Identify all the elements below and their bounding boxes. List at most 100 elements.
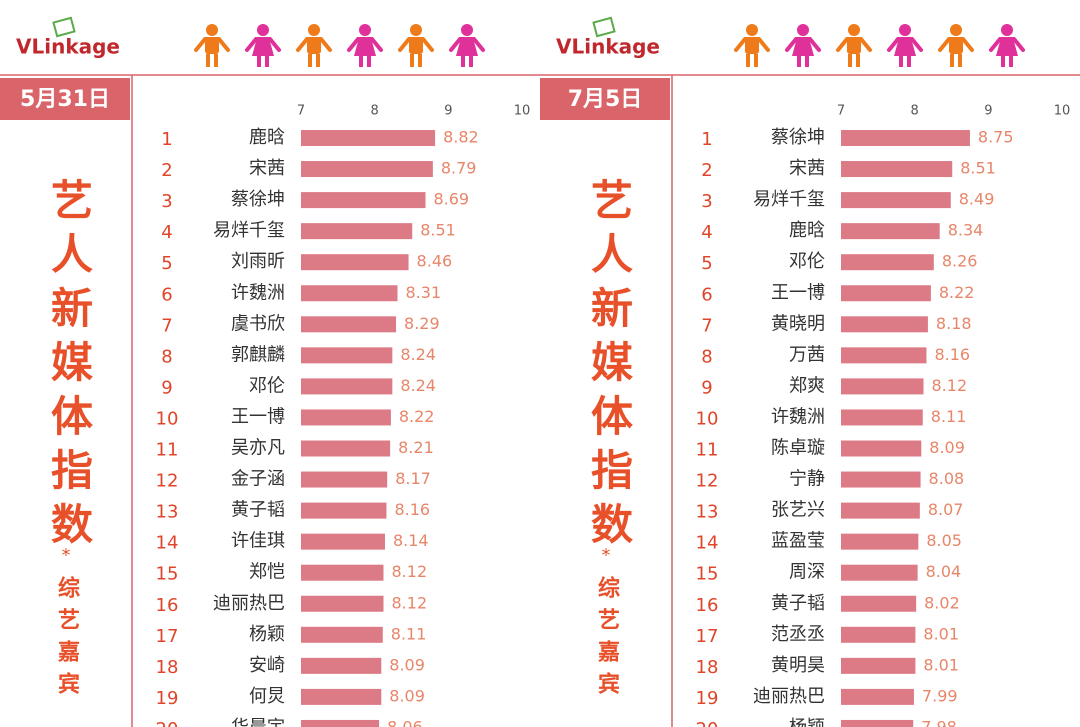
name: 邓伦 [789, 251, 825, 272]
value-label: 8.04 [926, 562, 962, 581]
name: 郑恺 [249, 562, 285, 583]
name: 安崎 [249, 655, 285, 676]
icon-body [205, 38, 219, 54]
logo-icon [52, 16, 76, 38]
rank: 6 [701, 284, 712, 305]
bar [841, 688, 914, 705]
icon-leg [950, 54, 954, 67]
person-icon [989, 24, 1025, 67]
title: 艺人新媒体指数 [585, 178, 634, 556]
value-label: 8.22 [399, 407, 435, 426]
bar [301, 719, 380, 727]
value-label: 8.08 [929, 469, 965, 488]
bar [301, 471, 388, 488]
rank: 17 [696, 626, 719, 647]
name: 范丞丞 [771, 624, 825, 645]
x-tick-label: 7 [837, 104, 845, 119]
bar [841, 440, 922, 457]
name: 刘雨昕 [231, 251, 285, 272]
rank: 16 [156, 595, 179, 616]
icon-arms [245, 37, 281, 52]
icon-leg [316, 54, 320, 67]
name: 许佳琪 [231, 531, 285, 552]
icon-leg [856, 54, 860, 67]
rank: 9 [701, 377, 712, 398]
value-label: 7.98 [921, 717, 957, 727]
bar [301, 533, 385, 550]
icon-leg [1001, 54, 1005, 67]
name: 吴亦凡 [231, 438, 285, 459]
value-label: 8.09 [389, 686, 425, 705]
value-label: 8.26 [942, 252, 978, 271]
bar [841, 719, 914, 727]
rank: 15 [696, 564, 719, 585]
x-tick-label: 8 [371, 104, 379, 119]
icon-body [894, 38, 916, 56]
name: 金子涵 [231, 469, 285, 490]
icon-head [950, 24, 962, 36]
rank: 19 [156, 688, 179, 709]
x-tick-label: 9 [444, 104, 452, 119]
rank: 8 [701, 346, 712, 367]
name: 宋茜 [789, 158, 825, 179]
rank: 1 [161, 129, 172, 150]
date: 7月5日 [568, 87, 643, 112]
name: 鹿晗 [249, 127, 285, 148]
value-label: 8.12 [392, 562, 428, 581]
name: 易烊千玺 [213, 220, 285, 241]
name: 杨颖 [249, 624, 285, 645]
bar [301, 409, 391, 426]
rank: 4 [701, 222, 712, 243]
name: 邓伦 [249, 375, 285, 396]
title: 艺人新媒体指数 [45, 178, 94, 556]
bar [841, 533, 919, 550]
bar [841, 657, 916, 674]
value-label: 8.51 [960, 159, 996, 178]
name: 蓝盈莹 [771, 531, 825, 552]
rank: 7 [161, 315, 172, 336]
person-icon [836, 24, 872, 67]
name: 杨颖 [789, 717, 825, 727]
rank: 17 [156, 626, 179, 647]
bar [301, 688, 382, 705]
name: 陈卓璇 [771, 438, 825, 459]
rank: 10 [696, 408, 719, 429]
icon-head [746, 24, 758, 36]
icon-leg [206, 54, 210, 67]
icon-leg [907, 54, 911, 67]
rank: 13 [156, 502, 179, 523]
value-label: 8.01 [923, 655, 959, 674]
value-label: 8.07 [928, 500, 964, 519]
icon-head [848, 24, 860, 36]
value-label: 8.46 [417, 252, 453, 271]
icon-leg [410, 54, 414, 67]
bar [841, 378, 924, 395]
name: 张艺兴 [771, 500, 825, 521]
name: 周深 [789, 562, 825, 583]
rank: 9 [161, 377, 172, 398]
rank: 8 [161, 346, 172, 367]
bar [841, 192, 951, 209]
icon-arms [836, 37, 872, 52]
icon-arms [734, 37, 770, 52]
person-icon [785, 24, 821, 67]
icon-head [410, 24, 422, 36]
icon-leg [797, 54, 801, 67]
icon-leg [754, 54, 758, 67]
x-tick-label: 10 [1054, 104, 1071, 119]
x-tick-label: 7 [297, 104, 305, 119]
icon-body [745, 38, 759, 54]
icon-body [792, 38, 814, 56]
value-label: 8.02 [924, 593, 960, 612]
icon-body [949, 38, 963, 54]
icon-leg [359, 54, 363, 67]
bar [301, 440, 391, 457]
icon-body [307, 38, 321, 54]
bar [301, 130, 436, 146]
value-label: 8.16 [934, 345, 970, 364]
value-label: 8.16 [394, 500, 430, 519]
bar [301, 254, 409, 271]
person-icon [734, 24, 770, 67]
